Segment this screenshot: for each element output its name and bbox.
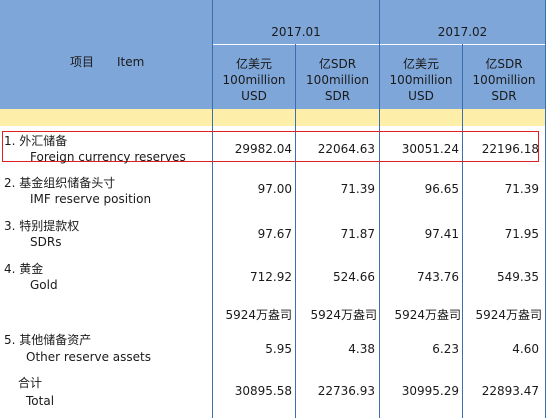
unit-line: USD [241, 89, 267, 103]
cell-value: 5924万盎司 [475, 308, 542, 322]
cell-value: 22064.63 [317, 142, 375, 156]
cell-value: 71.39 [504, 182, 539, 196]
cell-value: 30051.24 [401, 142, 459, 156]
cell-value: 97.67 [257, 227, 292, 241]
unit-line: 亿SDR [485, 57, 523, 71]
cell-value: 743.76 [417, 270, 459, 284]
row-label-en: Other reserve assets [26, 350, 152, 364]
row-label-en: Total [26, 394, 55, 408]
unit-line: SDR [491, 89, 517, 103]
unit-label-block: 亿SDR 100million SDR [463, 56, 545, 104]
cell-value: 5924万盎司 [310, 308, 377, 322]
unit-line: 100million [472, 73, 536, 87]
row-label-cn: 5. 其他储备资产 [4, 333, 92, 347]
period-label: 2017.01 [271, 25, 321, 39]
period-header-2017-02 [380, 0, 545, 44]
cell-value: 29982.04 [234, 142, 292, 156]
row-label-cn: 3. 特别提款权 [4, 219, 80, 233]
unit-label-block: 亿美元 100million USD [213, 56, 295, 104]
row-label-cn: 2. 基金组织储备头寸 [4, 176, 116, 190]
cell-value: 22196.18 [481, 142, 539, 156]
period-label: 2017.02 [437, 25, 488, 39]
cell-value: 6.23 [432, 342, 459, 356]
unit-header-3 [380, 45, 462, 109]
unit-header-1 [213, 45, 295, 109]
cell-value: 71.39 [340, 182, 375, 196]
cell-value: 4.38 [348, 342, 375, 356]
unit-line: 100million [389, 73, 453, 87]
cell-value: 22736.93 [317, 384, 375, 398]
row-label-en: IMF reserve position [30, 192, 152, 206]
row-label-en: Foreign currency reserves [30, 150, 186, 164]
grid-line [545, 0, 546, 418]
unit-line: 亿美元 [235, 57, 272, 71]
grid-line [379, 0, 380, 418]
period-header-2017-01 [213, 0, 379, 44]
unit-header-2 [296, 45, 379, 109]
cell-value: 30895.58 [234, 384, 292, 398]
item-label-cn: 项目 [70, 55, 95, 69]
unit-line: 100million [222, 73, 286, 87]
row-label-en: Gold [30, 278, 58, 292]
cell-value: 4.60 [512, 342, 539, 356]
row-label-cn: 4. 黄金 [4, 262, 44, 276]
cell-value: 71.95 [504, 227, 539, 241]
row-label-cn: 合计 [18, 376, 43, 390]
unit-line: 100million [306, 73, 369, 87]
separator-band [0, 109, 545, 126]
unit-label-block: 亿SDR 100million SDR [296, 56, 379, 104]
unit-line: 亿美元 [402, 57, 439, 71]
cell-value: 71.87 [340, 227, 375, 241]
cell-value: 5924万盎司 [394, 308, 461, 322]
grid-line [212, 0, 213, 418]
cell-value: 22893.47 [481, 384, 539, 398]
grid-line [462, 44, 463, 418]
row-label-cn: 1. 外汇储备 [4, 134, 68, 148]
cell-value: 97.41 [424, 227, 459, 241]
cell-value: 30995.29 [401, 384, 459, 398]
grid-line [295, 44, 296, 418]
item-header-cell [0, 0, 212, 109]
unit-line: USD [408, 89, 434, 103]
highlight-box [2, 131, 539, 162]
cell-value: 5.95 [265, 342, 292, 356]
cell-value: 524.66 [333, 270, 375, 284]
unit-line: 亿SDR [318, 57, 357, 71]
cell-value: 97.00 [257, 182, 292, 196]
unit-label-block: 亿美元 100million USD [380, 56, 462, 104]
cell-value: 549.35 [497, 270, 539, 284]
item-label-en: Item [117, 55, 145, 69]
cell-value: 96.65 [424, 182, 459, 196]
cell-value: 5924万盎司 [225, 308, 292, 322]
row-label-en: SDRs [30, 235, 62, 249]
cell-value: 712.92 [250, 270, 292, 284]
unit-header-4 [463, 45, 545, 109]
unit-line: SDR [324, 89, 351, 103]
